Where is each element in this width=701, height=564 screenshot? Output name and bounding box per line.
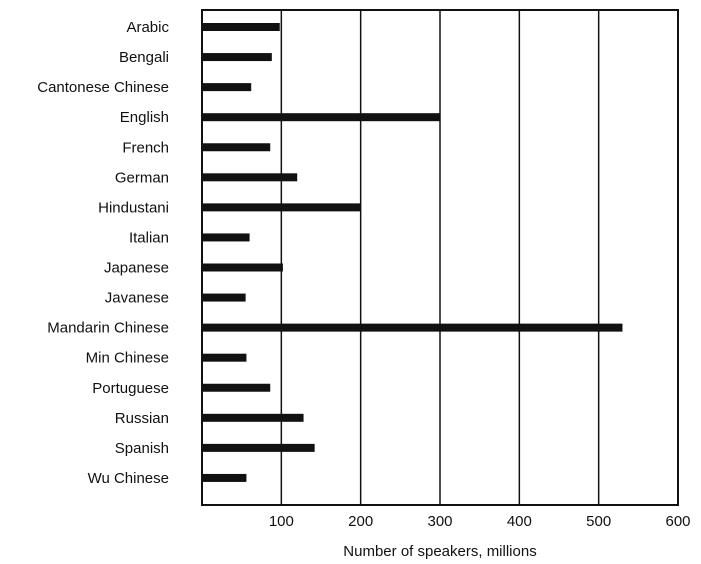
category-label: Spanish	[115, 440, 169, 457]
bar-min-chinese	[202, 353, 247, 362]
category-label: Mandarin Chinese	[47, 320, 169, 337]
bar-russian	[202, 413, 304, 422]
bar-english	[202, 113, 440, 122]
bar-spanish	[202, 443, 315, 452]
category-label: German	[115, 169, 169, 186]
category-labels: Arabic Bengali Cantonese Chinese English Fre…	[37, 19, 169, 487]
x-tick-label: 300	[427, 513, 452, 530]
category-label: French	[122, 139, 169, 156]
category-label: Italian	[129, 229, 169, 246]
category-label: Hindustani	[98, 199, 169, 216]
grid-lines	[280, 10, 600, 505]
bar-cantonese-chinese	[202, 83, 252, 92]
category-label: Javanese	[105, 290, 169, 307]
bar-arabic	[202, 23, 280, 31]
bars	[202, 23, 623, 482]
plot-frame	[201, 9, 679, 506]
category-label: Japanese	[104, 260, 169, 277]
category-label: Cantonese Chinese	[37, 79, 169, 96]
category-label: Wu Chinese	[88, 470, 169, 487]
bar-wu-chinese	[202, 473, 247, 482]
category-label: English	[120, 109, 169, 126]
x-tick-labels: 100 200 300 400 500 600	[269, 513, 691, 530]
category-label: Russian	[115, 410, 169, 427]
bar-japanese	[202, 263, 283, 272]
x-tick-label: 200	[348, 513, 373, 530]
category-label: Bengali	[119, 49, 169, 66]
category-label: Arabic	[126, 19, 169, 36]
bar-italian	[202, 233, 250, 242]
x-tick-label: 400	[507, 513, 532, 530]
bar-javanese	[202, 293, 246, 302]
category-label: Min Chinese	[86, 350, 169, 367]
category-label: Portuguese	[92, 380, 169, 397]
bar-bengali	[202, 53, 272, 62]
bar-mandarin-chinese	[202, 323, 623, 332]
bar-german	[202, 173, 298, 182]
bar-hindustani	[202, 203, 361, 212]
x-tick-label: 600	[665, 513, 690, 530]
bar-french	[202, 143, 271, 152]
bar-portuguese	[202, 383, 271, 392]
x-tick-label: 100	[269, 513, 294, 530]
x-tick-label: 500	[586, 513, 611, 530]
x-axis-title: Number of speakers, millions	[343, 543, 536, 560]
